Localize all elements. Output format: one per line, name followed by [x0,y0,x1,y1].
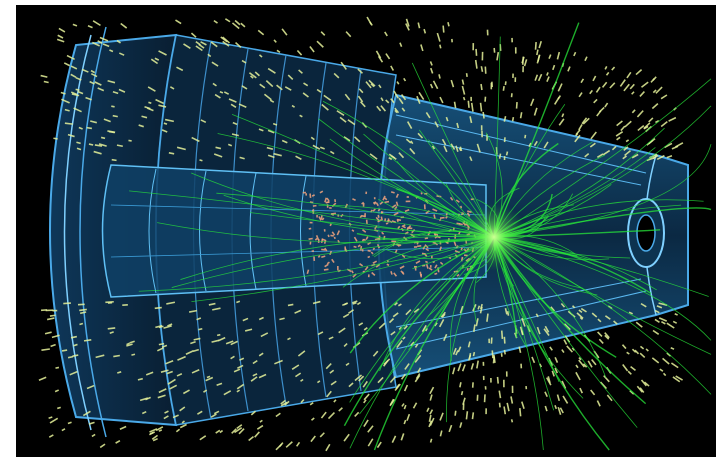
interaction-vertex [460,203,528,271]
inner-tracker-barrel [101,164,487,298]
right-endcap-ring [627,198,665,268]
collision-event-display [16,5,716,457]
